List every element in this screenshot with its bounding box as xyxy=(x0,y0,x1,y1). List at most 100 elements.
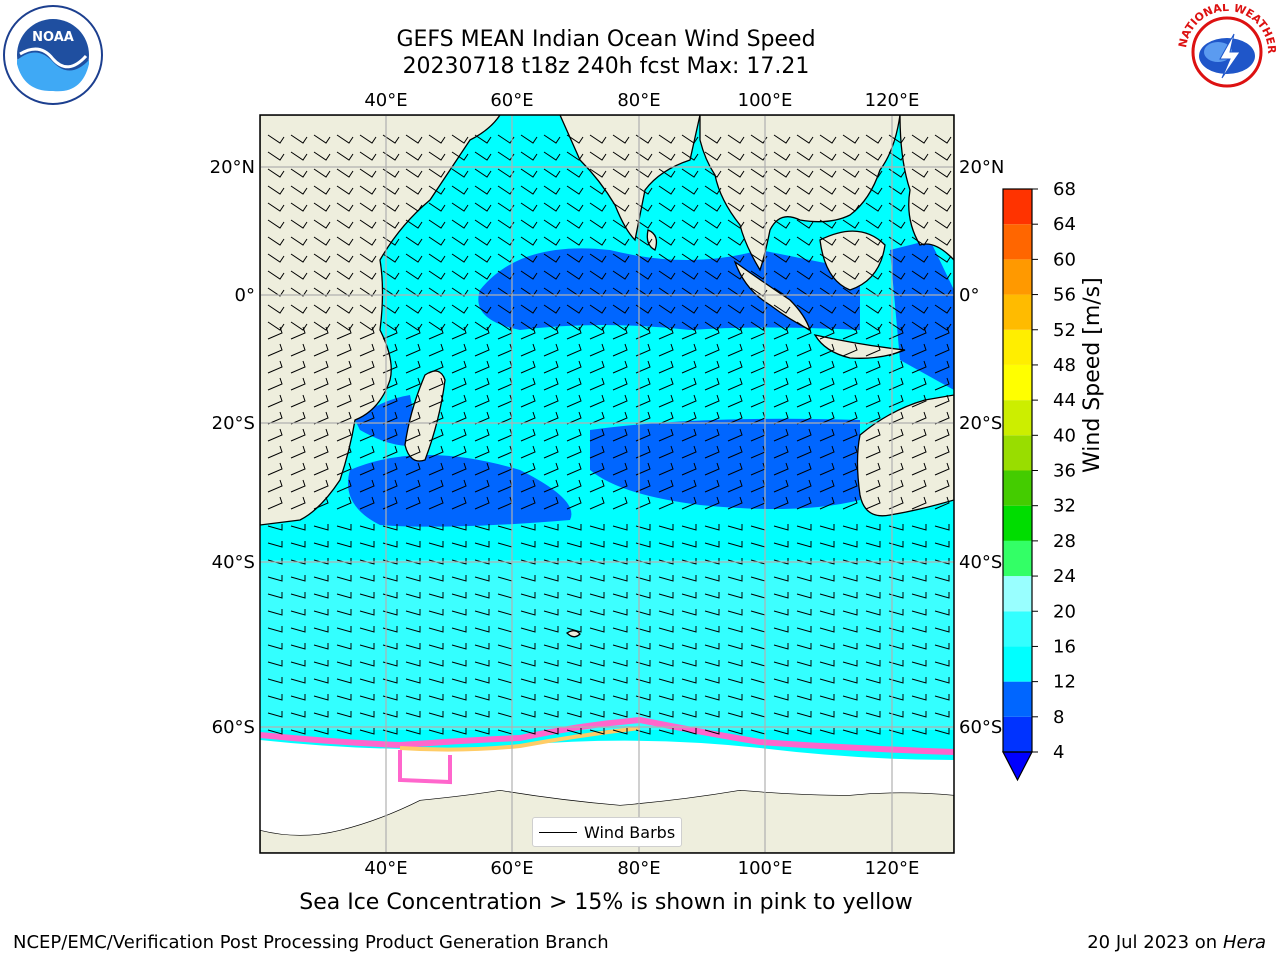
wind-barb xyxy=(934,326,950,340)
wind-barb xyxy=(336,626,352,633)
wind-barb xyxy=(727,643,743,650)
wind-barb xyxy=(635,445,651,459)
wind-barb xyxy=(336,304,354,314)
wind-barb xyxy=(520,253,538,263)
wind-barb xyxy=(589,643,605,650)
wind-barb xyxy=(589,479,605,493)
lat-tick-left: 60°S xyxy=(212,717,255,738)
wind-barb xyxy=(382,411,398,425)
wind-barb xyxy=(474,711,490,718)
wind-barb xyxy=(474,151,492,161)
wind-barb xyxy=(313,134,331,144)
wind-barb xyxy=(704,326,720,340)
wind-barb xyxy=(658,253,676,263)
wind-barb xyxy=(658,428,674,442)
wind-barb xyxy=(359,677,375,684)
wind-barb xyxy=(451,558,467,565)
wind-barb xyxy=(474,479,490,493)
wind-barb xyxy=(612,253,630,263)
wind-barb xyxy=(796,202,814,212)
wind-barb xyxy=(842,326,858,340)
wind-barb xyxy=(658,575,674,582)
wind-barb xyxy=(773,287,791,297)
wind-barb xyxy=(543,377,559,391)
lon-tick-bottom: 60°E xyxy=(490,858,533,879)
wind-barb xyxy=(934,609,950,616)
wind-barb xyxy=(428,558,444,565)
wind-barb xyxy=(888,202,906,212)
wind-barb xyxy=(543,411,559,425)
wind-barb xyxy=(267,394,283,408)
wind-barb xyxy=(865,343,881,357)
wind-barb xyxy=(819,270,837,280)
colorbar-tick-label: 28 xyxy=(1053,531,1076,552)
wind-barb xyxy=(451,524,467,531)
wind-barb xyxy=(635,321,653,331)
wind-barb xyxy=(474,304,492,314)
wind-barb xyxy=(704,694,720,701)
wind-barb xyxy=(451,496,467,510)
svg-text:NOAA: NOAA xyxy=(32,30,74,45)
wind-barb xyxy=(658,134,676,144)
wind-barb xyxy=(819,677,835,684)
wind-barb xyxy=(267,660,283,667)
wind-barb xyxy=(566,643,582,650)
wind-barb xyxy=(911,411,927,425)
wind-barb xyxy=(888,728,904,735)
wind-barb xyxy=(658,496,674,510)
wind-barb xyxy=(888,626,904,633)
map-subtitle: 20230718 t18z 240h fcst Max: 17.21 xyxy=(402,54,810,79)
wind-barb xyxy=(405,321,423,331)
wind-barb xyxy=(290,202,308,212)
wind-barb xyxy=(520,711,536,718)
wind-barb xyxy=(474,270,492,280)
wind-barb xyxy=(313,626,329,633)
wind-barb xyxy=(934,270,952,280)
wind-barb xyxy=(543,168,561,178)
wind-barb xyxy=(589,304,607,314)
wind-barb xyxy=(704,575,720,582)
lat-tick-right: 60°S xyxy=(959,717,1002,738)
wind-barb xyxy=(520,394,536,408)
wind-barb xyxy=(796,479,812,493)
wind-barb xyxy=(796,236,814,246)
wind-barb xyxy=(888,711,904,718)
wind-barb xyxy=(267,270,285,280)
wind-barb xyxy=(474,558,490,565)
wind-barb xyxy=(819,343,835,357)
wind-barb xyxy=(727,711,743,718)
wind-barb xyxy=(428,677,444,684)
wind-barb xyxy=(612,394,628,408)
wind-barb xyxy=(727,626,743,633)
wind-barb xyxy=(704,428,720,442)
wind-barb xyxy=(497,185,515,195)
wind-barb xyxy=(612,151,630,161)
wind-barb xyxy=(819,411,835,425)
wind-barb xyxy=(290,287,308,297)
wind-barb xyxy=(451,462,467,476)
wind-barb xyxy=(727,360,743,374)
wind-barb xyxy=(658,270,676,280)
wind-barb xyxy=(773,168,791,178)
wind-barb xyxy=(911,592,927,599)
wind-barb xyxy=(911,360,927,374)
colorbar-swatch xyxy=(1003,681,1032,717)
wind-barb xyxy=(451,575,467,582)
wind-barb xyxy=(359,428,375,442)
wind-barb xyxy=(635,711,651,718)
wind-barb xyxy=(313,445,329,459)
wind-barb xyxy=(405,270,423,280)
wind-barb xyxy=(888,479,904,493)
wind-barb xyxy=(704,626,720,633)
lon-tick-bottom: 120°E xyxy=(865,858,920,879)
wind-barb xyxy=(934,677,950,684)
colorbar-tick-label: 48 xyxy=(1053,355,1076,376)
wind-barb xyxy=(290,462,306,476)
wind-barb xyxy=(290,609,306,616)
wind-barb xyxy=(865,445,881,459)
wind-barb xyxy=(543,575,559,582)
wind-barb xyxy=(704,496,720,510)
wind-barb xyxy=(681,524,697,531)
colorbar-tick-label: 24 xyxy=(1053,566,1076,587)
wind-barb xyxy=(934,185,952,195)
